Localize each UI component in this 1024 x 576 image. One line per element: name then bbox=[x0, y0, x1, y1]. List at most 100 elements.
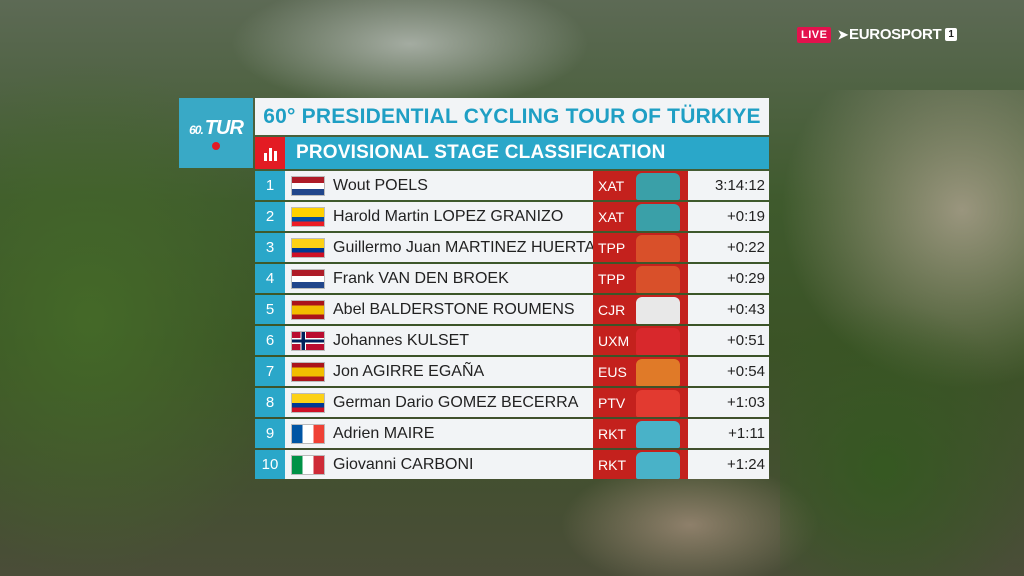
time-gap: 3:14:12 bbox=[688, 171, 769, 200]
position-number: 6 bbox=[255, 326, 285, 355]
team-jersey-icon bbox=[636, 297, 680, 324]
rider-name: Frank VAN DEN BROEK bbox=[333, 269, 509, 287]
standings-row: 7 Jon AGIRRE EGAÑA EUS +0:54 bbox=[255, 357, 769, 386]
position-number: 1 bbox=[255, 171, 285, 200]
netherlands-flag bbox=[291, 268, 325, 289]
rider-cell: Wout POELS bbox=[285, 171, 593, 200]
rider-cell: Johannes KULSET bbox=[285, 326, 593, 355]
time-gap: +0:51 bbox=[688, 326, 769, 355]
eurosport-chevron-icon: ➤ bbox=[837, 26, 849, 42]
team-jersey-icon bbox=[636, 452, 680, 479]
team-code: RKT bbox=[598, 456, 626, 473]
standings-row: 5 Abel BALDERSTONE ROUMENS CJR +0:43 bbox=[255, 295, 769, 324]
channel-logo: ➤ EUROSPORT 1 bbox=[837, 26, 957, 43]
team-code: CJR bbox=[598, 301, 626, 318]
team-cell: TPP bbox=[593, 264, 688, 293]
colombia-flag bbox=[291, 237, 325, 258]
position-number: 10 bbox=[255, 450, 285, 479]
standings-row: 8 German Dario GOMEZ BECERRA PTV +1:03 bbox=[255, 388, 769, 417]
rider-cell: Abel BALDERSTONE ROUMENS bbox=[285, 295, 593, 324]
team-cell: XAT bbox=[593, 171, 688, 200]
colombia-flag bbox=[291, 392, 325, 413]
time-gap: +0:19 bbox=[688, 202, 769, 231]
broadcaster-bug: LIVE ➤ EUROSPORT 1 bbox=[797, 26, 957, 43]
team-code: PTV bbox=[598, 394, 626, 411]
team-cell: XAT bbox=[593, 202, 688, 231]
event-logo-prefix: 60. bbox=[189, 122, 204, 137]
team-code: UXM bbox=[598, 332, 630, 349]
position-number: 7 bbox=[255, 357, 285, 386]
team-code: XAT bbox=[598, 177, 625, 194]
norway-flag bbox=[291, 330, 325, 351]
channel-number: 1 bbox=[945, 28, 957, 41]
ecuador-flag bbox=[291, 206, 325, 227]
rider-name: Johannes KULSET bbox=[333, 331, 470, 349]
team-code: EUS bbox=[598, 363, 627, 380]
mist-background bbox=[230, 0, 590, 110]
position-number: 3 bbox=[255, 233, 285, 262]
graphic-subtitle: PROVISIONAL STAGE CLASSIFICATION bbox=[285, 137, 769, 169]
team-cell: CJR bbox=[593, 295, 688, 324]
team-jersey-icon bbox=[636, 328, 680, 355]
time-gap: +1:03 bbox=[688, 388, 769, 417]
time-gap: +1:24 bbox=[688, 450, 769, 479]
team-cell: RKT bbox=[593, 450, 688, 479]
standings-row: 1 Wout POELS XAT 3:14:12 bbox=[255, 171, 769, 200]
rider-cell: Giovanni CARBONI bbox=[285, 450, 593, 479]
france-flag bbox=[291, 423, 325, 444]
position-number: 2 bbox=[255, 202, 285, 231]
team-jersey-icon bbox=[636, 421, 680, 448]
trees-background bbox=[780, 300, 1024, 576]
event-logo-mark: 60. TUR bbox=[189, 116, 244, 140]
team-cell: EUS bbox=[593, 357, 688, 386]
team-jersey-icon bbox=[636, 204, 680, 231]
graphic-title: 60° PRESIDENTIAL CYCLING TOUR OF TÜRKIYE bbox=[255, 98, 769, 135]
team-cell: RKT bbox=[593, 419, 688, 448]
rider-cell: Frank VAN DEN BROEK bbox=[285, 264, 593, 293]
team-code: XAT bbox=[598, 208, 625, 225]
standings-row: 10 Giovanni CARBONI RKT +1:24 bbox=[255, 450, 769, 479]
rider-cell: Adrien MAIRE bbox=[285, 419, 593, 448]
time-gap: +0:22 bbox=[688, 233, 769, 262]
event-logo-text: TUR bbox=[204, 116, 244, 139]
standings-row: 4 Frank VAN DEN BROEK TPP +0:29 bbox=[255, 264, 769, 293]
spain-flag bbox=[291, 361, 325, 382]
channel-name: EUROSPORT bbox=[849, 26, 942, 43]
spain-flag bbox=[291, 299, 325, 320]
standings-row: 2 Harold Martin LOPEZ GRANIZO XAT +0:19 bbox=[255, 202, 769, 231]
rider-name: Harold Martin LOPEZ GRANIZO bbox=[333, 207, 564, 225]
live-badge: LIVE bbox=[797, 26, 832, 43]
position-number: 5 bbox=[255, 295, 285, 324]
team-jersey-icon bbox=[636, 173, 680, 200]
team-jersey-icon bbox=[636, 235, 680, 262]
rider-cell: Guillermo Juan MARTINEZ HUERTAS bbox=[285, 233, 606, 262]
position-number: 9 bbox=[255, 419, 285, 448]
time-gap: +0:54 bbox=[688, 357, 769, 386]
rider-name: German Dario GOMEZ BECERRA bbox=[333, 393, 579, 411]
team-code: RKT bbox=[598, 425, 626, 442]
rock-background bbox=[560, 460, 820, 576]
netherlands-flag bbox=[291, 175, 325, 196]
rider-name: Guillermo Juan MARTINEZ HUERTAS bbox=[333, 238, 606, 256]
time-gap: +0:43 bbox=[688, 295, 769, 324]
rider-cell: Jon AGIRRE EGAÑA bbox=[285, 357, 593, 386]
team-cell: PTV bbox=[593, 388, 688, 417]
team-cell: TPP bbox=[593, 233, 688, 262]
rider-name: Giovanni CARBONI bbox=[333, 455, 474, 473]
italy-flag bbox=[291, 454, 325, 475]
team-code: TPP bbox=[598, 270, 626, 287]
rider-name: Adrien MAIRE bbox=[333, 424, 435, 442]
rider-cell: Harold Martin LOPEZ GRANIZO bbox=[285, 202, 593, 231]
standings-row: 3 Guillermo Juan MARTINEZ HUERTAS TPP +0:22 bbox=[255, 233, 769, 262]
rider-name: Wout POELS bbox=[333, 176, 428, 194]
team-jersey-icon bbox=[636, 359, 680, 386]
position-number: 4 bbox=[255, 264, 285, 293]
time-gap: +1:11 bbox=[688, 419, 769, 448]
rider-name: Jon AGIRRE EGAÑA bbox=[333, 362, 485, 380]
event-logo: 60. TUR bbox=[179, 98, 253, 168]
position-number: 8 bbox=[255, 388, 285, 417]
team-cell: UXM bbox=[593, 326, 688, 355]
bar-chart-icon bbox=[255, 137, 285, 169]
rider-name: Abel BALDERSTONE ROUMENS bbox=[333, 300, 575, 318]
